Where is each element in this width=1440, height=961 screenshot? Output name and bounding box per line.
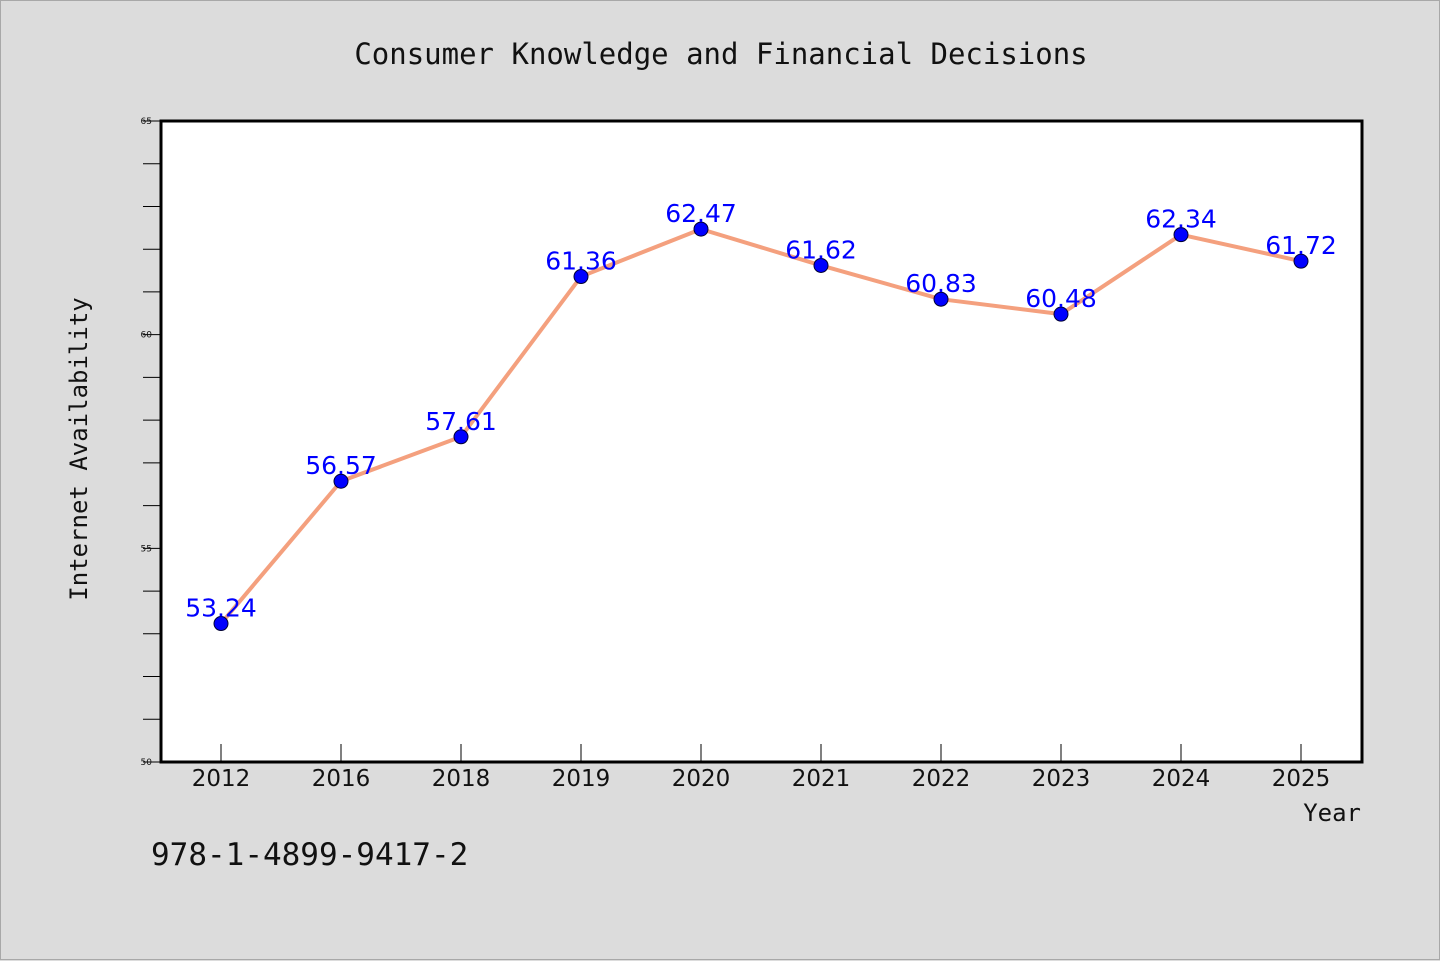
- data-point: [1173, 227, 1189, 243]
- isbn-text: 978-1-4899-9417-2: [151, 837, 468, 873]
- data-point: [1293, 253, 1309, 269]
- x-tick-label: 2021: [792, 766, 851, 792]
- x-tick-label: 2022: [912, 766, 971, 792]
- data-point: [333, 473, 349, 489]
- data-point: [213, 616, 229, 632]
- x-axis-ticks: 2012 2016 2018 2019 2020 2021 2022 2023 2024 2025: [192, 744, 1331, 792]
- data-point: [693, 221, 709, 237]
- y-tick-label: 50: [141, 758, 153, 768]
- y-tick-label: 65: [141, 117, 152, 127]
- data-label: 62.34: [1145, 205, 1217, 234]
- x-tick-label: 2012: [192, 766, 251, 792]
- x-tick-label: 2023: [1032, 766, 1091, 792]
- y-axis-label: Internet Availability: [65, 297, 93, 600]
- y-tick-label: 60: [141, 331, 153, 341]
- x-tick-label: 2018: [432, 766, 491, 792]
- series-markers: [213, 221, 1309, 632]
- data-label: 61.62: [785, 235, 857, 264]
- data-label: 61.72: [1265, 231, 1337, 260]
- data-point: [813, 257, 829, 273]
- x-tick-label: 2025: [1272, 766, 1331, 792]
- plot-area: [159, 119, 1364, 764]
- data-label: 53.24: [185, 594, 257, 623]
- chart-title: Consumer Knowledge and Financial Decisio…: [354, 37, 1087, 71]
- data-label: 61.36: [545, 247, 617, 276]
- data-label: 62.47: [665, 199, 737, 228]
- data-point: [1053, 306, 1069, 322]
- data-point: [933, 291, 949, 307]
- y-tick-label: 55: [141, 544, 152, 554]
- data-point: [573, 269, 589, 285]
- data-label: 60.83: [905, 269, 977, 298]
- x-axis-label: Year: [1303, 799, 1361, 827]
- x-tick-label: 2019: [552, 766, 611, 792]
- series-line: [219, 227, 1303, 626]
- series-line-group: [219, 227, 1303, 626]
- data-label: 57.61: [425, 407, 497, 436]
- data-label: 60.48: [1025, 284, 1097, 313]
- x-tick-label: 2024: [1152, 766, 1211, 792]
- data-point: [453, 429, 469, 445]
- x-tick-label: 2016: [312, 766, 371, 792]
- data-labels: 53.24 56.57 57.61 61.36 62.47 61.62 60.83 60.48…: [185, 199, 1337, 622]
- y-axis-ticks: 50 55 60 65: [141, 117, 161, 768]
- data-label: 56.57: [305, 451, 377, 480]
- x-tick-label: 2020: [672, 766, 731, 792]
